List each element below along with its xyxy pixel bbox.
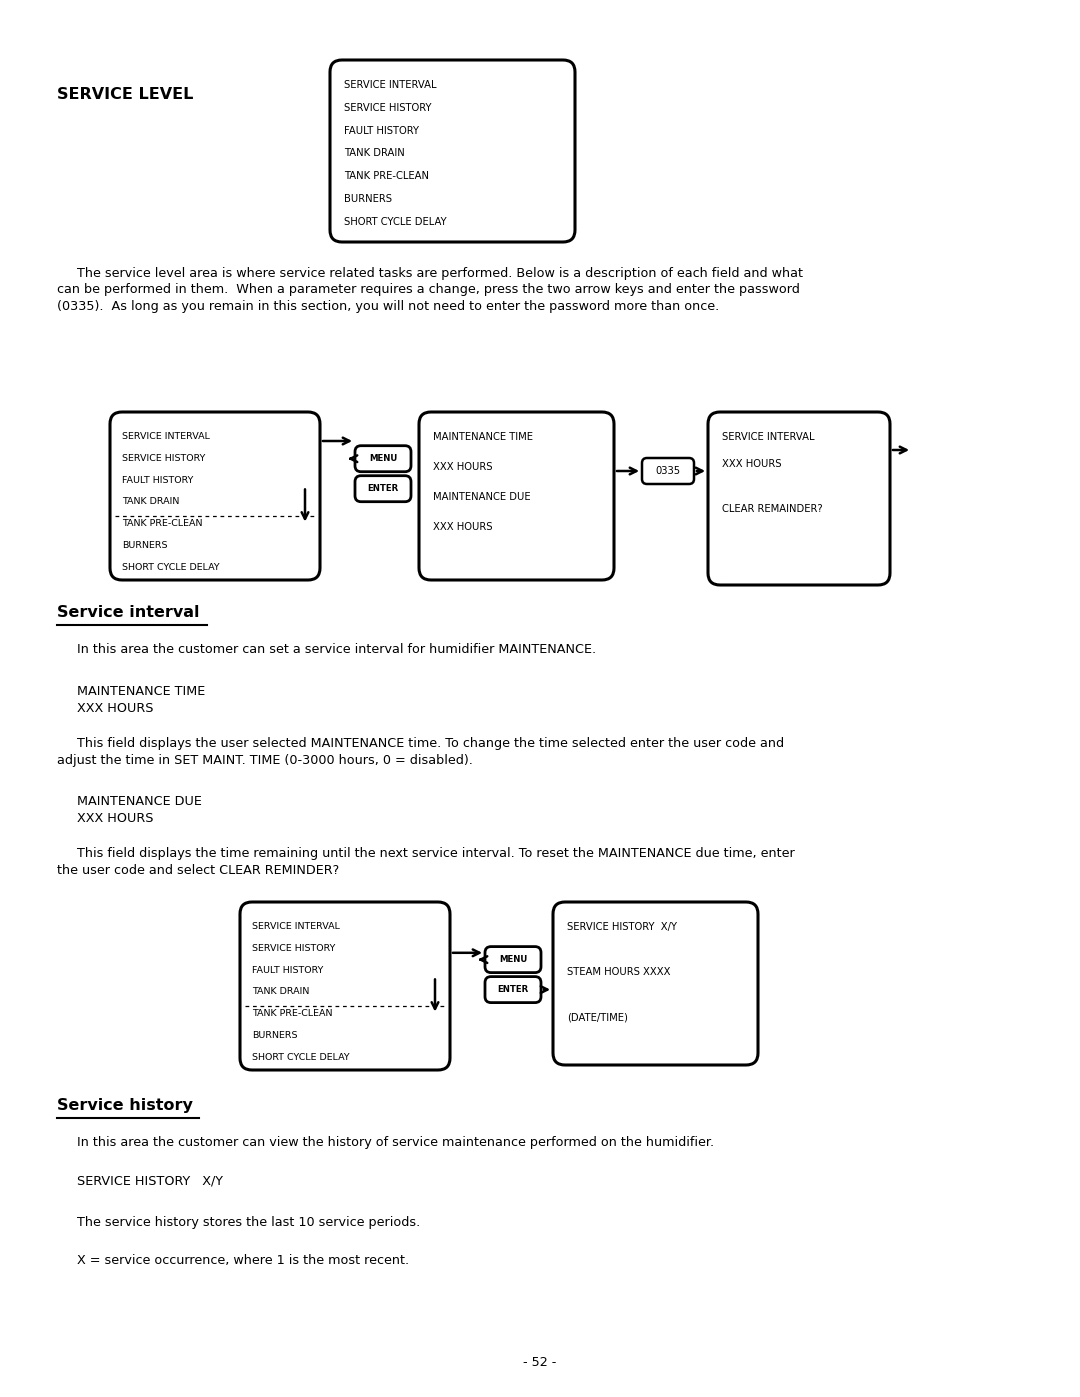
FancyBboxPatch shape [330,60,575,242]
FancyBboxPatch shape [355,476,411,502]
Text: The service level area is where service related tasks are performed. Below is a : The service level area is where service … [57,267,804,313]
Text: (DATE/TIME): (DATE/TIME) [567,1011,627,1023]
Text: SHORT CYCLE DELAY: SHORT CYCLE DELAY [122,563,219,571]
Text: XXX HOURS: XXX HOURS [433,462,492,472]
FancyBboxPatch shape [642,458,694,483]
FancyBboxPatch shape [485,947,541,972]
FancyBboxPatch shape [553,902,758,1065]
Text: TANK PRE-CLEAN: TANK PRE-CLEAN [122,520,203,528]
Text: TANK DRAIN: TANK DRAIN [345,148,405,158]
Text: SERVICE HISTORY   X/Y: SERVICE HISTORY X/Y [57,1173,222,1187]
Text: CLEAR REMAINDER?: CLEAR REMAINDER? [723,504,823,514]
Text: SHORT CYCLE DELAY: SHORT CYCLE DELAY [252,1053,350,1062]
Text: 0335: 0335 [656,467,680,476]
Text: STEAM HOURS XXXX: STEAM HOURS XXXX [567,967,671,977]
Text: MENU: MENU [499,956,527,964]
Text: SERVICE INTERVAL: SERVICE INTERVAL [252,922,340,930]
Text: ENTER: ENTER [367,485,399,493]
Text: In this area the customer can view the history of service maintenance performed : In this area the customer can view the h… [57,1136,714,1148]
FancyBboxPatch shape [110,412,320,580]
Text: FAULT HISTORY: FAULT HISTORY [252,965,323,975]
Text: MAINTENANCE TIME: MAINTENANCE TIME [433,432,534,441]
Text: SERVICE HISTORY: SERVICE HISTORY [122,454,205,462]
Text: In this area the customer can set a service interval for humidifier MAINTENANCE.: In this area the customer can set a serv… [57,643,596,657]
Text: TANK PRE-CLEAN: TANK PRE-CLEAN [345,172,429,182]
Text: SERVICE INTERVAL: SERVICE INTERVAL [345,80,436,89]
Text: FAULT HISTORY: FAULT HISTORY [345,126,419,136]
FancyBboxPatch shape [419,412,615,580]
Text: - 52 -: - 52 - [524,1356,556,1369]
Text: X = service occurrence, where 1 is the most recent.: X = service occurrence, where 1 is the m… [57,1255,409,1267]
Text: SHORT CYCLE DELAY: SHORT CYCLE DELAY [345,217,447,226]
Text: FAULT HISTORY: FAULT HISTORY [122,475,193,485]
Text: SERVICE INTERVAL: SERVICE INTERVAL [122,432,210,441]
Text: BURNERS: BURNERS [252,1031,297,1039]
FancyBboxPatch shape [485,977,541,1003]
Text: XXX HOURS: XXX HOURS [433,522,492,532]
Text: SERVICE INTERVAL: SERVICE INTERVAL [723,432,814,441]
Text: MAINTENANCE DUE
     XXX HOURS: MAINTENANCE DUE XXX HOURS [57,795,202,824]
Text: Service history: Service history [57,1098,193,1113]
Text: SERVICE LEVEL: SERVICE LEVEL [57,87,193,102]
Text: The service history stores the last 10 service periods.: The service history stores the last 10 s… [57,1215,420,1229]
Text: MAINTENANCE TIME
     XXX HOURS: MAINTENANCE TIME XXX HOURS [57,685,205,714]
Text: This field displays the time remaining until the next service interval. To reset: This field displays the time remaining u… [57,847,795,876]
Text: SERVICE HISTORY  X/Y: SERVICE HISTORY X/Y [567,922,677,932]
FancyBboxPatch shape [355,446,411,472]
Text: MAINTENANCE DUE: MAINTENANCE DUE [433,492,530,502]
Text: SERVICE HISTORY: SERVICE HISTORY [345,103,432,113]
FancyBboxPatch shape [708,412,890,585]
Text: SERVICE HISTORY: SERVICE HISTORY [252,944,336,953]
Text: TANK PRE-CLEAN: TANK PRE-CLEAN [252,1009,333,1018]
Text: ENTER: ENTER [498,985,528,995]
Text: BURNERS: BURNERS [122,541,167,550]
Text: TANK DRAIN: TANK DRAIN [252,988,309,996]
Text: TANK DRAIN: TANK DRAIN [122,497,179,506]
FancyBboxPatch shape [240,902,450,1070]
Text: Service interval: Service interval [57,605,200,620]
Text: This field displays the user selected MAINTENANCE time. To change the time selec: This field displays the user selected MA… [57,738,784,767]
Text: BURNERS: BURNERS [345,194,392,204]
Text: XXX HOURS: XXX HOURS [723,460,782,469]
Text: MENU: MENU [369,454,397,464]
